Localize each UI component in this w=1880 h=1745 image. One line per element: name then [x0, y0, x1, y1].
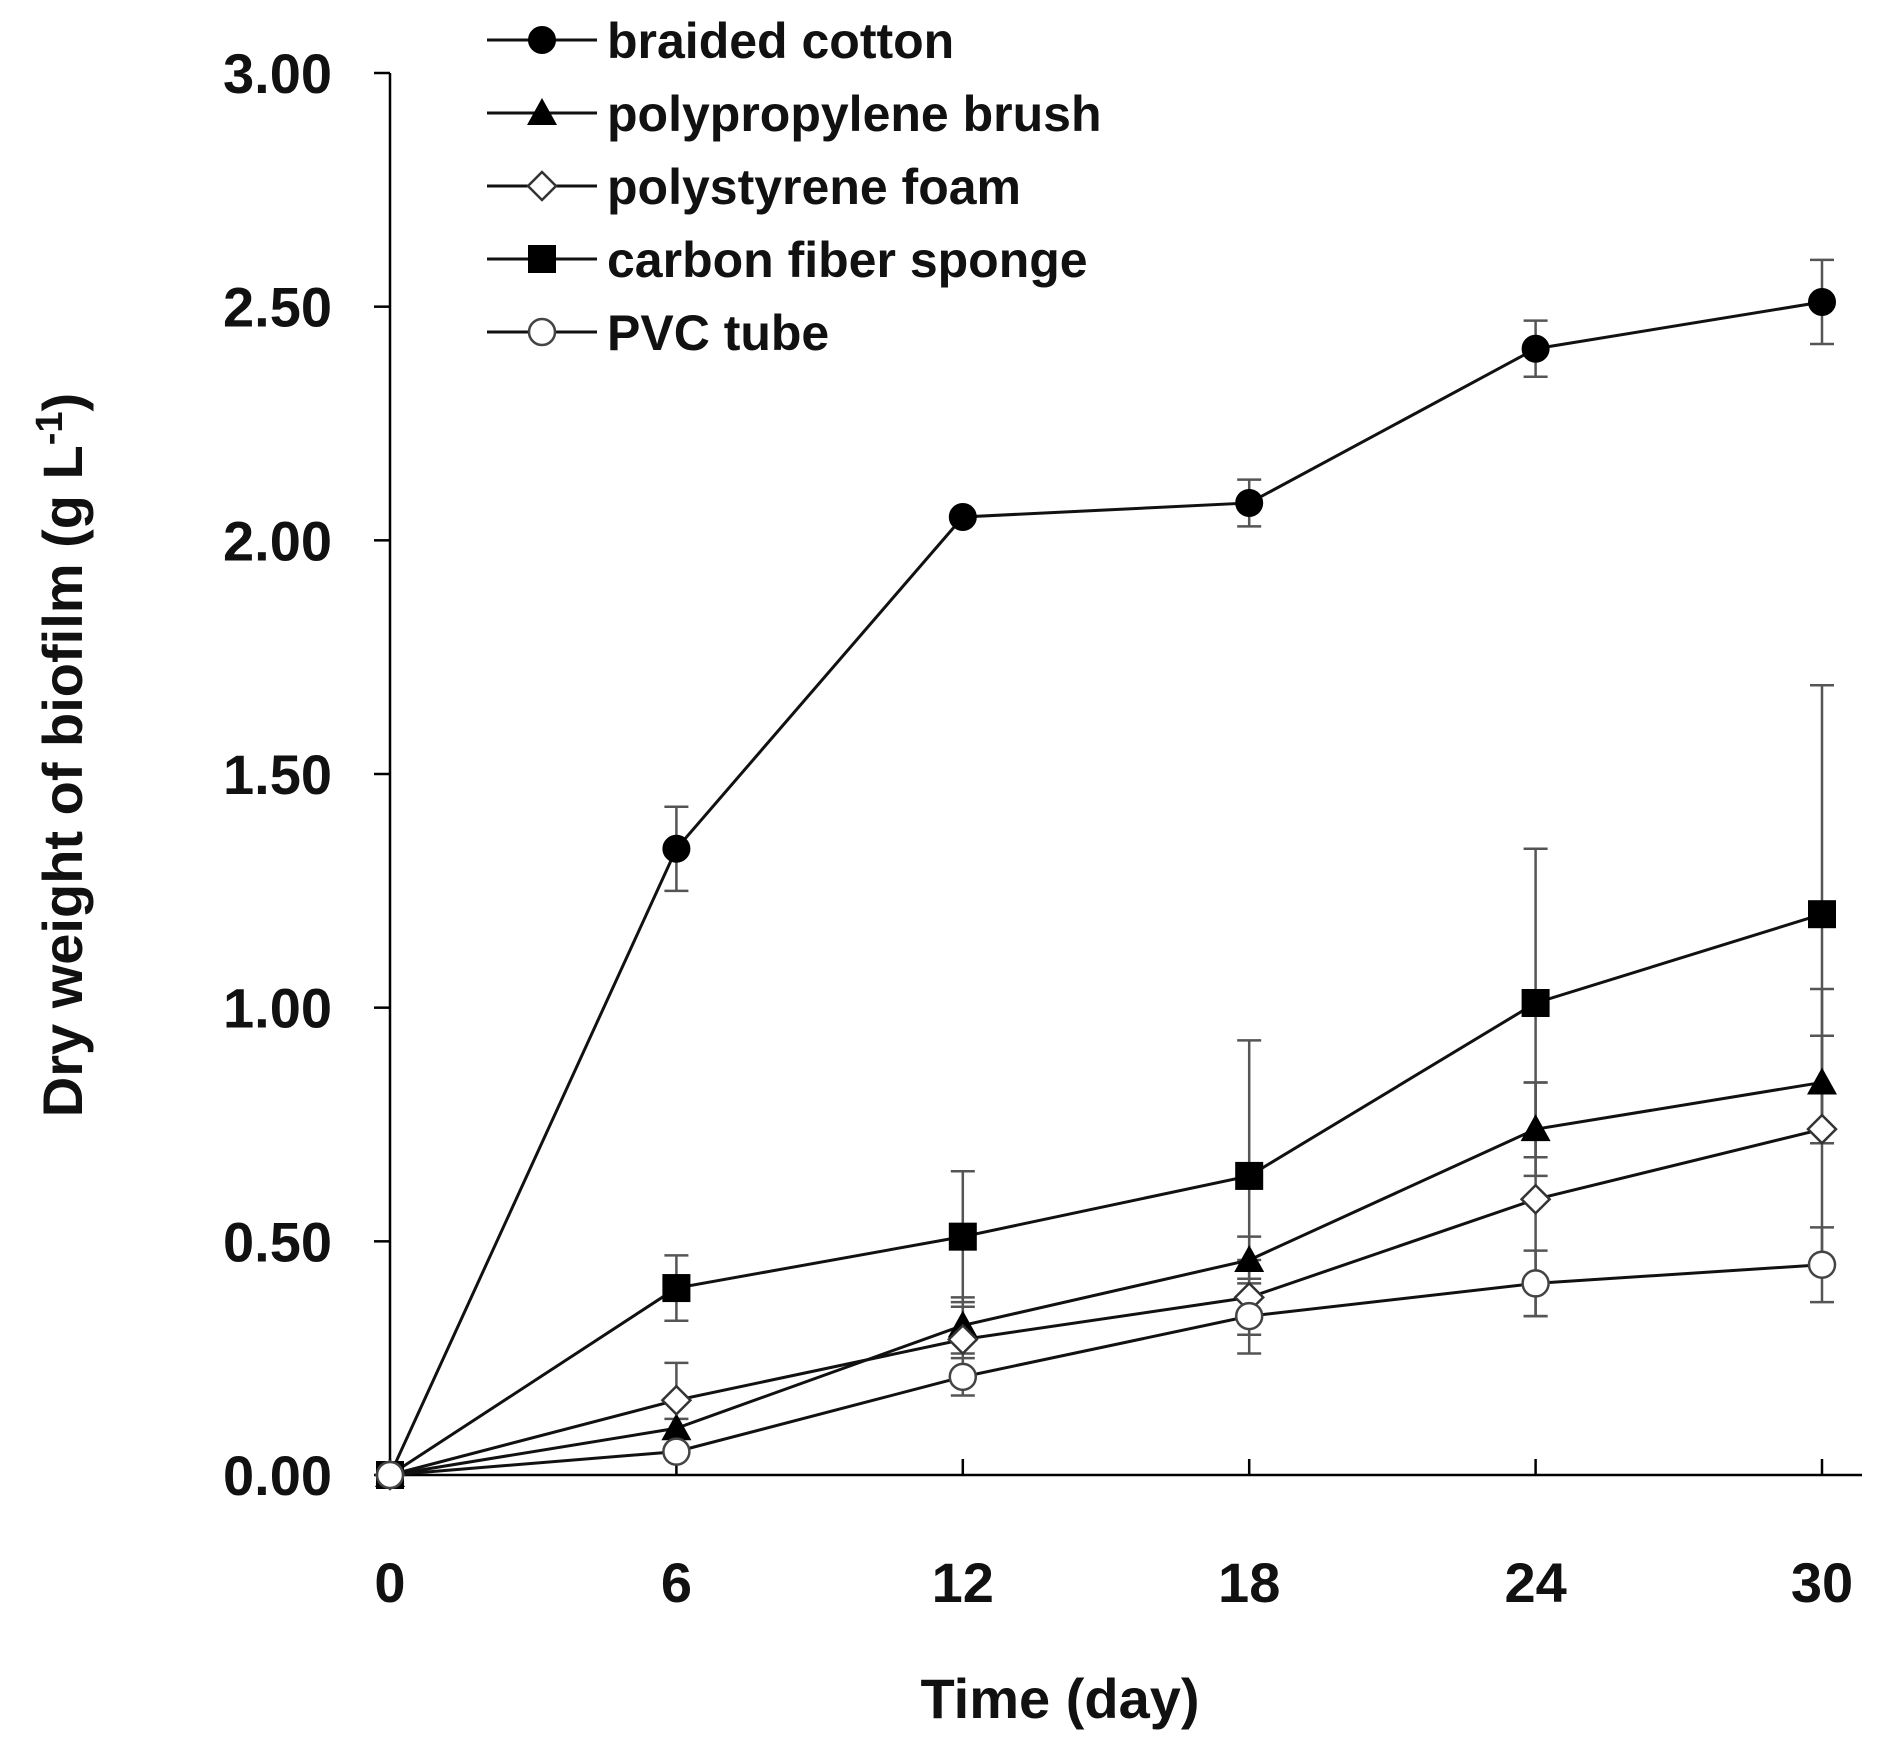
legend-marker	[527, 317, 557, 347]
x-tick-label: 18	[1218, 1551, 1280, 1614]
data-point	[1808, 900, 1836, 929]
data-point	[1520, 1114, 1551, 1142]
data-point	[1807, 1250, 1837, 1279]
data-point	[1235, 1161, 1264, 1190]
y-tick-label: 2.50	[223, 276, 332, 339]
series-line	[389, 1080, 1823, 1477]
series-markers	[374, 287, 1838, 1491]
data-point	[947, 1323, 979, 1356]
y-tick-label: 0.50	[223, 1210, 332, 1273]
x-tick-label: 6	[661, 1551, 692, 1614]
legend-label: polystyrene foam	[607, 159, 1021, 215]
data-point	[660, 1384, 693, 1416]
x-tick-label: 30	[1791, 1551, 1853, 1614]
legend-label: braided cotton	[607, 13, 954, 69]
data-point	[948, 1222, 977, 1251]
series-line	[389, 912, 1823, 1477]
data-point	[948, 502, 977, 531]
data-point	[661, 1413, 692, 1441]
legend: braided cotton polypropylene brush polysty…	[487, 13, 1102, 361]
data-point	[1521, 1269, 1550, 1298]
series-lines	[388, 300, 1823, 1477]
axes	[374, 71, 1862, 1477]
y-tick-label: 0.00	[223, 1444, 332, 1507]
tick-labels: 0.00 0.50 1.00 1.50 2.00 2.50 3.00 0 6 12 18 24 30	[223, 42, 1853, 1614]
data-point	[1806, 1113, 1838, 1145]
data-point	[1235, 488, 1264, 517]
x-axis-title: Time (day)	[920, 1667, 1199, 1730]
y-tick-label: 3.00	[223, 42, 332, 105]
x-tick-label: 0	[374, 1551, 405, 1614]
legend-marker	[527, 98, 557, 125]
legend-marker	[526, 170, 558, 202]
data-point	[662, 834, 691, 863]
data-point	[948, 1362, 978, 1392]
y-axis-title-superscript: -1	[29, 411, 71, 445]
series-line	[389, 1263, 1823, 1477]
legend-marker	[528, 245, 556, 273]
y-tick-label: 1.50	[223, 743, 332, 806]
data-point	[662, 1437, 691, 1466]
data-point	[1521, 334, 1550, 363]
x-tick-label: 24	[1504, 1551, 1566, 1614]
data-point	[375, 1460, 405, 1490]
data-point	[1234, 1245, 1265, 1273]
y-axis-title-close: )	[31, 393, 94, 412]
data-point	[1808, 287, 1836, 316]
legend-marker	[528, 26, 556, 54]
y-axis-title: Dry weight of biofilm (g L-1)	[29, 393, 94, 1117]
data-point	[1519, 1183, 1552, 1216]
data-point	[1521, 988, 1550, 1017]
data-point	[1234, 1301, 1264, 1331]
series-line	[388, 300, 1823, 1476]
data-point	[662, 1274, 691, 1303]
legend-label: polypropylene brush	[607, 86, 1102, 142]
series-line	[389, 1127, 1823, 1477]
data-point	[1807, 1067, 1837, 1095]
legend-label: carbon fiber sponge	[607, 232, 1088, 288]
y-tick-label: 1.00	[223, 977, 332, 1040]
x-tick-label: 12	[932, 1551, 994, 1614]
legend-label: PVC tube	[607, 305, 829, 361]
y-tick-label: 2.00	[223, 509, 332, 572]
